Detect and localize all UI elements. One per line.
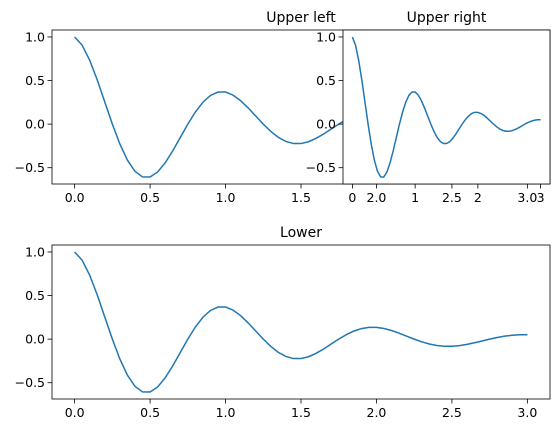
y-tick-label: 0.0 (25, 332, 45, 347)
x-tick-label: 2.5 (442, 190, 462, 205)
x-tick-label: 1.5 (291, 190, 311, 205)
x-tick-label: 3 (537, 190, 545, 205)
y-tick-label: −0.5 (15, 375, 45, 390)
x-tick-label: 1 (411, 190, 419, 205)
x-tick-label: 0.0 (65, 190, 85, 205)
y-tick-label: 0.5 (316, 73, 336, 88)
x-tick-label: 2.0 (367, 405, 387, 420)
x-tick-label: 0.5 (140, 190, 160, 205)
y-tick-label: 0.5 (25, 73, 45, 88)
x-tick-label: 3.0 (517, 190, 537, 205)
y-tick-label: 0.0 (25, 117, 45, 132)
line (351, 36, 541, 178)
axes-background (52, 245, 550, 399)
y-tick-label: 0.0 (316, 117, 336, 132)
x-tick-label: 1.0 (216, 190, 236, 205)
y-tick-label: 0.5 (25, 288, 45, 303)
y-tick-label: 1.0 (25, 244, 45, 259)
y-tick-label: 1.0 (25, 29, 45, 44)
x-tick-label: 1.5 (291, 405, 311, 420)
axes-title: Lower (280, 225, 322, 241)
x-tick-label: 0.0 (65, 405, 85, 420)
x-tick-label: 2.5 (442, 405, 462, 420)
x-tick-label: 2 (474, 190, 482, 205)
axes-background (343, 30, 550, 184)
line (74, 251, 528, 393)
x-tick-label: 2.0 (367, 190, 387, 205)
x-tick-label: 1.0 (216, 405, 236, 420)
axes-frame (342, 29, 551, 185)
y-tick-label: 1.0 (316, 29, 336, 44)
x-tick-label: 3.0 (517, 405, 537, 420)
x-tick-label: 0 (348, 190, 356, 205)
y-tick-label: −0.5 (306, 160, 336, 175)
x-tick-label: 0.5 (140, 405, 160, 420)
axes-title: Upper right (407, 10, 487, 26)
axes-title: Upper left (266, 10, 336, 26)
y-tick-label: −0.5 (15, 160, 45, 175)
